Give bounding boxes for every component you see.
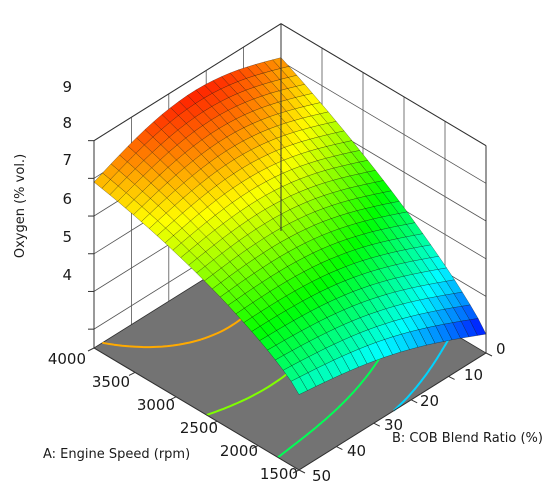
z-tick-label: 6 [62, 190, 72, 208]
y-tick-label: 10 [464, 366, 483, 384]
x-tick-label: 2500 [180, 419, 218, 437]
x-tick-mark [292, 469, 300, 474]
axis-frame [87, 23, 493, 474]
y-tick-label: 0 [496, 340, 506, 358]
x-tick-label: 3500 [92, 373, 130, 391]
y-tick-mark [298, 469, 306, 474]
x-tick-mark [169, 396, 177, 401]
z-tick-label: 8 [62, 114, 72, 132]
z-tick-label: 4 [62, 266, 72, 284]
x-tick-mark [128, 371, 136, 376]
response-surface [93, 57, 487, 395]
x-tick-mark [210, 420, 218, 425]
z-tick-label: 5 [62, 228, 72, 246]
x-tick-mark [87, 347, 95, 352]
x-tick-label: 1500 [260, 465, 298, 483]
z-tick-label: 7 [62, 151, 72, 169]
y-tick-label: 40 [347, 442, 366, 460]
y-tick-mark [448, 375, 455, 380]
z-tick-label: 9 [62, 78, 72, 96]
y-tick-mark [336, 446, 343, 451]
frame-edge [298, 352, 487, 471]
y-tick-mark [410, 399, 418, 404]
z-axis-label: Oxygen (% vol.) [13, 154, 28, 258]
frame-edge [93, 347, 300, 471]
y-axis-label: B: COB Blend Ratio (%) [392, 431, 543, 446]
y-tick-label: 50 [312, 467, 331, 485]
frame-edge [93, 23, 282, 142]
y-tick-labels: 0 10 20 30 40 50 [312, 340, 506, 485]
y-tick-mark [373, 422, 381, 427]
x-tick-mark [251, 445, 259, 450]
z-tick-labels: 9 8 7 6 5 4 [62, 78, 72, 284]
x-tick-label: 4000 [48, 350, 86, 368]
y-tick-label: 30 [384, 416, 403, 434]
y-tick-label: 20 [420, 392, 439, 410]
frame-edge [280, 23, 487, 147]
x-tick-label: 3000 [137, 396, 175, 414]
y-tick-mark [485, 352, 493, 357]
x-axis-label: A: Engine Speed (rpm) [43, 447, 190, 462]
x-tick-label: 2000 [220, 442, 258, 460]
x-tick-labels: 4000 3500 3000 2500 2000 1500 [48, 350, 298, 483]
surface-facet [290, 376, 308, 395]
